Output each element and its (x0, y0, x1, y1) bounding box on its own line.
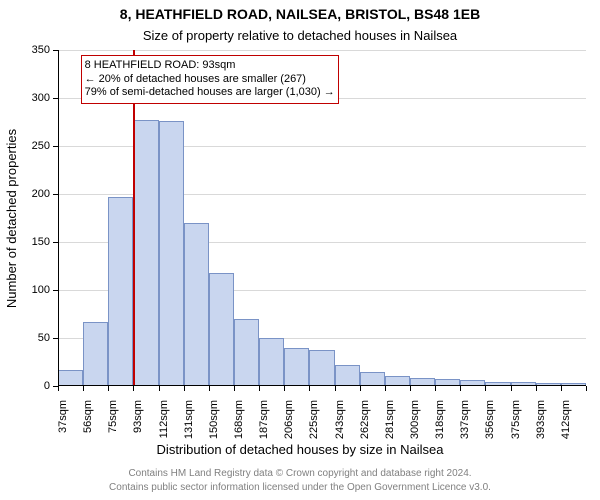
x-tick-mark (209, 386, 210, 391)
y-tick-mark (53, 50, 58, 51)
x-tick-mark (108, 386, 109, 391)
x-tick-mark (133, 386, 134, 391)
y-tick-label: 100 (20, 284, 50, 296)
histogram-bar (209, 273, 234, 386)
annotation-line-1: 8 HEATHFIELD ROAD: 93sqm (85, 59, 335, 73)
x-tick-mark (309, 386, 310, 391)
y-tick-mark (53, 386, 58, 387)
y-axis-label-wrap: Number of detached properties (2, 50, 22, 386)
y-tick-label: 150 (20, 236, 50, 248)
gridline (58, 50, 586, 51)
plot-area: 8 HEATHFIELD ROAD: 93sqm ← 20% of detach… (58, 50, 586, 386)
y-tick-mark (53, 290, 58, 291)
y-tick-label: 200 (20, 188, 50, 200)
y-tick-label: 300 (20, 92, 50, 104)
histogram-bar (309, 350, 334, 386)
x-tick-mark (83, 386, 84, 391)
histogram-bar (234, 319, 259, 386)
histogram-bar (108, 197, 133, 386)
x-tick-mark (410, 386, 411, 391)
x-tick-mark (360, 386, 361, 391)
x-tick-mark (58, 386, 59, 391)
x-tick-mark (460, 386, 461, 391)
x-tick-mark (485, 386, 486, 391)
histogram-bar (159, 121, 184, 386)
y-tick-label: 350 (20, 44, 50, 56)
y-axis-line (58, 50, 59, 386)
y-axis-label: Number of detached properties (5, 128, 20, 307)
histogram-bar (360, 372, 385, 386)
x-tick-mark (234, 386, 235, 391)
chart-title-2: Size of property relative to detached ho… (0, 28, 600, 43)
footer-line-1: Contains HM Land Registry data © Crown c… (0, 468, 600, 479)
x-tick-mark (435, 386, 436, 391)
histogram-bar (284, 348, 309, 386)
y-tick-mark (53, 242, 58, 243)
y-tick-mark (53, 146, 58, 147)
annotation-line-3: 79% of semi-detached houses are larger (… (85, 86, 335, 100)
y-tick-mark (53, 338, 58, 339)
y-tick-mark (53, 98, 58, 99)
histogram-bar (184, 223, 209, 386)
histogram-bar (259, 338, 284, 386)
histogram-bar (58, 370, 83, 386)
x-tick-mark (284, 386, 285, 391)
footer-line-2: Contains public sector information licen… (0, 482, 600, 493)
x-tick-mark (586, 386, 587, 391)
histogram-bar (83, 322, 108, 386)
x-axis-label: Distribution of detached houses by size … (0, 442, 600, 457)
annotation-line-2: ← 20% of detached houses are smaller (26… (85, 73, 335, 87)
y-tick-label: 50 (20, 332, 50, 344)
y-tick-mark (53, 194, 58, 195)
histogram-bar (133, 120, 158, 386)
y-tick-label: 250 (20, 140, 50, 152)
x-tick-mark (536, 386, 537, 391)
x-axis-line (58, 385, 586, 386)
chart-container: 8, HEATHFIELD ROAD, NAILSEA, BRISTOL, BS… (0, 0, 600, 500)
y-tick-label: 0 (20, 380, 50, 392)
chart-title-1: 8, HEATHFIELD ROAD, NAILSEA, BRISTOL, BS… (0, 6, 600, 22)
x-tick-mark (335, 386, 336, 391)
x-tick-mark (511, 386, 512, 391)
x-tick-mark (385, 386, 386, 391)
x-tick-mark (259, 386, 260, 391)
histogram-bar (335, 365, 360, 386)
x-tick-mark (561, 386, 562, 391)
x-tick-mark (184, 386, 185, 391)
x-tick-mark (159, 386, 160, 391)
annotation-box: 8 HEATHFIELD ROAD: 93sqm ← 20% of detach… (81, 55, 339, 104)
